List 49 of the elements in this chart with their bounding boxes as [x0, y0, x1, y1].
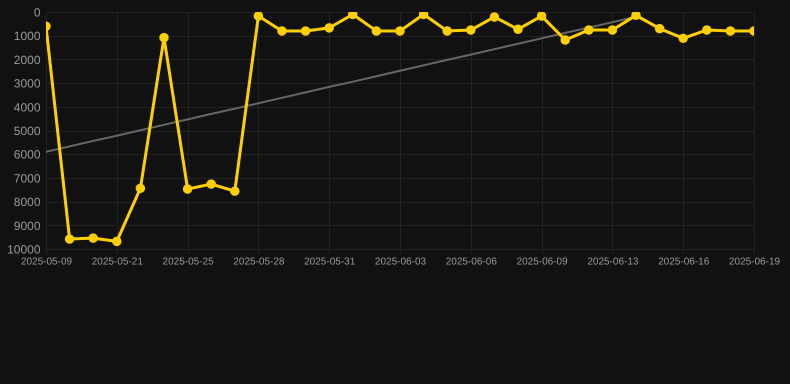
y-tick-label: 1000: [14, 29, 41, 44]
point: [702, 25, 712, 35]
point: [182, 184, 192, 194]
point: [395, 26, 405, 36]
point: [442, 26, 452, 36]
x-tick-label: 2025-06-13: [587, 256, 639, 268]
point: [88, 233, 98, 243]
x-tick-label: 2025-05-28: [233, 256, 285, 268]
point: [206, 179, 216, 189]
point: [136, 184, 146, 194]
point: [584, 25, 594, 35]
x-tick-label: 2025-06-03: [374, 256, 427, 268]
point: [466, 25, 476, 35]
point: [372, 26, 382, 36]
point: [560, 35, 570, 45]
point: [631, 12, 641, 20]
y-tick-label: 7000: [14, 171, 41, 186]
x-tick-label: 2025-05-21: [92, 256, 144, 268]
point: [490, 12, 500, 22]
point: [536, 12, 546, 21]
point: [608, 25, 618, 35]
point: [277, 26, 287, 36]
y-tick-label: 4000: [14, 100, 41, 114]
point: [64, 234, 74, 244]
point: [300, 26, 310, 36]
y-tick-label: 9000: [14, 218, 41, 233]
point: [654, 24, 664, 34]
y-tick-label: 0: [34, 6, 41, 20]
x-tick-label: 2025-05-31: [304, 256, 356, 268]
point: [112, 236, 122, 246]
y-tick-label: 8000: [14, 195, 41, 210]
y-tick-label: 6000: [14, 148, 41, 162]
point: [513, 24, 523, 34]
x-tick-label: 2025-06-09: [516, 256, 568, 268]
point: [678, 34, 688, 44]
y-tick-label: 10000: [7, 242, 41, 256]
x-tick-label: 2025-05-09: [20, 256, 73, 268]
point: [726, 26, 736, 36]
point: [159, 32, 169, 42]
y-tick-label: 3000: [14, 76, 41, 91]
point: [230, 186, 240, 196]
x-tick-label: 2025-06-16: [658, 256, 710, 268]
x-tick-label: 2025-06-06: [446, 256, 498, 268]
point: [254, 12, 264, 21]
x-tick-label: 2025-05-25: [162, 256, 214, 268]
y-tick-label: 2000: [14, 52, 41, 67]
y-tick-label: 5000: [14, 124, 41, 138]
x-tick-label: 2025-06-19: [728, 256, 781, 268]
point: [324, 23, 334, 33]
